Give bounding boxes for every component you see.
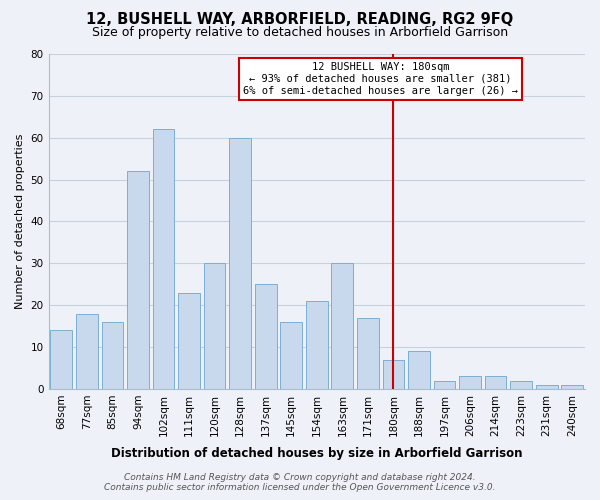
Bar [50, 330, 72, 389]
Bar [101, 322, 123, 389]
Text: Size of property relative to detached houses in Arborfield Garrison: Size of property relative to detached ho… [92, 26, 508, 39]
Bar [383, 360, 404, 389]
Bar [562, 384, 583, 389]
Y-axis label: Number of detached properties: Number of detached properties [15, 134, 25, 309]
Bar [408, 351, 430, 389]
Bar [331, 264, 353, 389]
Bar [178, 292, 200, 389]
Text: 12 BUSHELL WAY: 180sqm
← 93% of detached houses are smaller (381)
6% of semi-det: 12 BUSHELL WAY: 180sqm ← 93% of detached… [243, 62, 518, 96]
Bar [204, 264, 226, 389]
Bar [229, 138, 251, 389]
Bar [127, 171, 149, 389]
Bar [152, 130, 175, 389]
Bar [536, 384, 557, 389]
Text: 12, BUSHELL WAY, ARBORFIELD, READING, RG2 9FQ: 12, BUSHELL WAY, ARBORFIELD, READING, RG… [86, 12, 514, 28]
Bar [510, 380, 532, 389]
Bar [280, 322, 302, 389]
Bar [306, 301, 328, 389]
X-axis label: Distribution of detached houses by size in Arborfield Garrison: Distribution of detached houses by size … [111, 447, 523, 460]
Bar [76, 314, 98, 389]
Bar [485, 376, 506, 389]
Bar [434, 380, 455, 389]
Bar [357, 318, 379, 389]
Text: Contains HM Land Registry data © Crown copyright and database right 2024.
Contai: Contains HM Land Registry data © Crown c… [104, 473, 496, 492]
Bar [459, 376, 481, 389]
Bar [255, 284, 277, 389]
